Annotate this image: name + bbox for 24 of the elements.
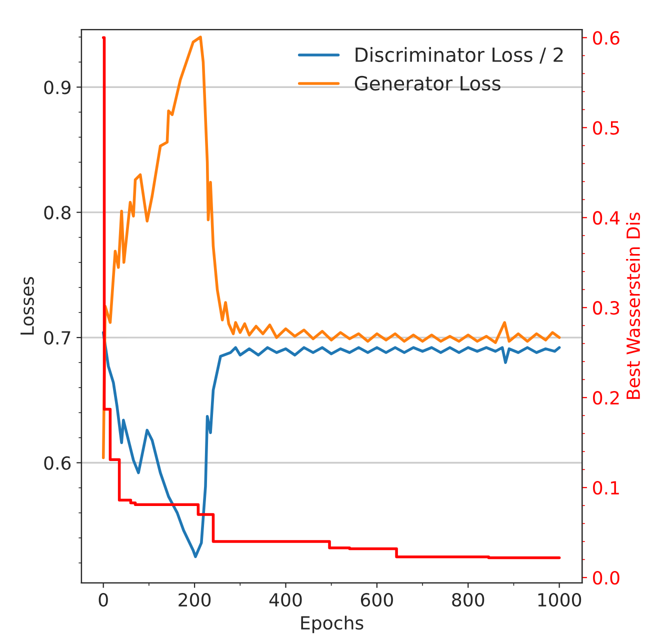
y-tick-label: 0.6 <box>44 456 71 470</box>
legend-label: Generator Loss <box>354 76 500 91</box>
y2-tick-label: 0.4 <box>593 211 620 225</box>
legend-label: Discriminator Loss / 2 <box>356 47 563 64</box>
y2-axis-title: Best Wasserstein Dis <box>626 212 640 399</box>
y2-tick-label: 0.2 <box>593 391 619 405</box>
y-tick-label: 0.8 <box>44 206 71 220</box>
x-tick-label: 0 <box>98 592 108 607</box>
y2-tick-label: 0.6 <box>593 31 620 45</box>
x-tick-label: 200 <box>178 592 211 607</box>
y2-tick-label: 0.1 <box>593 481 619 495</box>
y-tick-label: 0.7 <box>44 330 70 345</box>
line-series <box>102 36 561 460</box>
y2-tick-label: 0.3 <box>593 301 620 315</box>
y-axis-title: Losses <box>20 277 34 335</box>
x-tick-label: 800 <box>452 592 484 607</box>
y2-tick-label: 0.0 <box>593 570 620 585</box>
x-tick-label: 600 <box>360 592 393 607</box>
y-tick-label: 0.9 <box>44 80 70 94</box>
x-axis-title: Epochs <box>301 616 364 634</box>
y2-tick-label: 0.5 <box>593 121 619 135</box>
x-tick-label: 1000 <box>538 592 582 607</box>
line-series <box>102 331 561 558</box>
x-tick-label: 400 <box>269 592 302 607</box>
